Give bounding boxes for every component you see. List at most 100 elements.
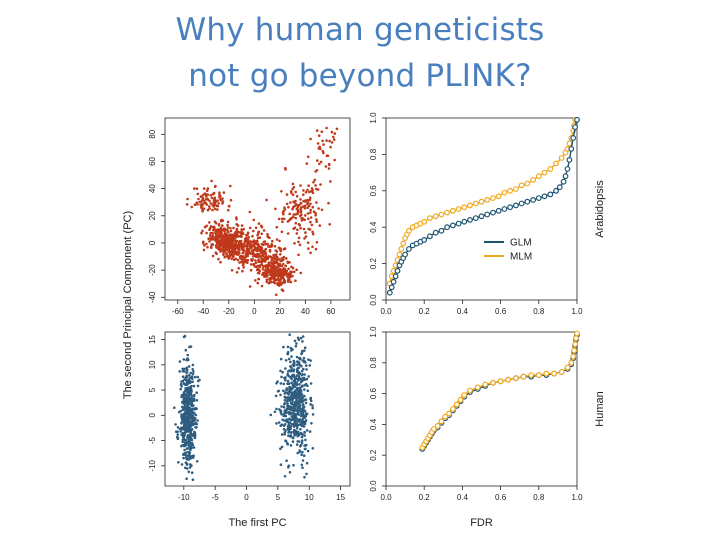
scatter-point bbox=[222, 191, 226, 194]
series-point bbox=[394, 268, 401, 274]
scatter-point bbox=[295, 207, 299, 211]
x-tick-label: 10 bbox=[305, 493, 314, 502]
scatter-point bbox=[300, 435, 304, 439]
scatter-point bbox=[306, 241, 310, 244]
series-point bbox=[434, 423, 441, 429]
scatter-point bbox=[287, 205, 290, 209]
scatter-point bbox=[214, 251, 218, 254]
scatter-point bbox=[293, 432, 296, 436]
scatter-point bbox=[213, 207, 217, 211]
scatter-point bbox=[226, 238, 230, 242]
scatter-point bbox=[285, 257, 288, 260]
y-tick-label: 1.0 bbox=[369, 326, 378, 338]
scatter-point bbox=[273, 265, 277, 268]
scatter-point bbox=[201, 198, 204, 202]
scatter-point bbox=[294, 377, 297, 381]
scatter-point bbox=[329, 180, 332, 183]
scatter-point bbox=[269, 276, 273, 280]
scatter-point bbox=[193, 375, 197, 379]
series-point bbox=[553, 187, 559, 194]
scatter-point bbox=[298, 418, 302, 421]
scatter-point bbox=[183, 392, 186, 396]
scatter-point bbox=[180, 426, 183, 430]
scatter-point bbox=[301, 335, 305, 338]
scatter-point bbox=[181, 438, 185, 441]
series-point bbox=[573, 335, 579, 342]
scatter-point bbox=[286, 232, 290, 235]
x-axis-label: FDR bbox=[470, 517, 493, 529]
scatter-point bbox=[229, 244, 233, 248]
scatter-point bbox=[311, 191, 315, 195]
scatter-point bbox=[186, 427, 189, 430]
scatter-point bbox=[283, 247, 287, 250]
scatter-point bbox=[226, 226, 230, 229]
scatter-point bbox=[266, 233, 269, 236]
scatter-point bbox=[209, 202, 213, 205]
scatter-point bbox=[177, 461, 180, 464]
scatter-point bbox=[327, 167, 331, 170]
scatter-point bbox=[235, 271, 239, 274]
scatter-point bbox=[303, 373, 306, 376]
scatter-point bbox=[216, 246, 219, 250]
x-tick-label: 15 bbox=[336, 493, 345, 502]
scatter-point bbox=[280, 405, 283, 408]
scatter-point bbox=[212, 228, 216, 231]
scatter-point bbox=[325, 154, 329, 158]
scatter-point bbox=[182, 370, 186, 373]
scatter-point bbox=[315, 129, 319, 132]
scatter-point bbox=[203, 225, 207, 229]
scatter-point bbox=[188, 376, 191, 380]
series-point bbox=[490, 209, 496, 216]
scatter-point bbox=[275, 261, 279, 264]
scatter-point bbox=[299, 184, 302, 187]
scatter-point bbox=[294, 216, 298, 220]
scatter-point bbox=[195, 201, 199, 204]
scatter-point bbox=[287, 357, 291, 361]
scatter-point bbox=[333, 132, 337, 135]
scatter-point bbox=[193, 434, 197, 438]
scatter-point bbox=[211, 254, 215, 258]
scatter-point bbox=[261, 268, 265, 271]
scatter-point bbox=[226, 223, 229, 227]
scatter-point bbox=[302, 405, 306, 409]
scatter-point bbox=[217, 234, 221, 238]
scatter-point bbox=[298, 404, 302, 408]
scatter-point bbox=[181, 419, 184, 422]
scatter-point bbox=[301, 459, 305, 462]
scatter-point bbox=[284, 367, 287, 370]
scatter-point bbox=[279, 447, 282, 451]
scatter-point bbox=[299, 428, 302, 431]
scatter-point bbox=[193, 187, 196, 190]
scatter-point bbox=[206, 245, 209, 249]
scatter-point bbox=[322, 143, 325, 146]
series-point bbox=[467, 202, 473, 209]
scatter-point bbox=[273, 245, 277, 248]
scatter-point bbox=[297, 361, 301, 364]
scatter-point bbox=[290, 393, 294, 397]
scatter-point bbox=[318, 162, 321, 166]
scatter-point bbox=[191, 478, 195, 482]
scatter-point bbox=[294, 279, 297, 283]
series-glm bbox=[386, 116, 580, 296]
series-glm bbox=[419, 332, 580, 452]
scatter-point bbox=[284, 270, 288, 273]
scatter-point bbox=[268, 248, 272, 252]
scatter-point bbox=[301, 408, 304, 412]
scatter-point bbox=[205, 197, 208, 200]
scatter-point bbox=[251, 258, 254, 261]
scatter-point bbox=[269, 413, 273, 417]
scatter-point bbox=[245, 252, 249, 255]
scatter-point bbox=[300, 351, 304, 354]
scatter-point bbox=[192, 419, 196, 422]
scatter-point bbox=[302, 356, 306, 360]
series-mlm bbox=[386, 116, 578, 287]
scatter-point bbox=[235, 239, 239, 243]
side-label: Human bbox=[594, 391, 606, 426]
scatter-point bbox=[306, 155, 310, 159]
scatter-point bbox=[263, 249, 266, 252]
scatter-point bbox=[214, 184, 217, 188]
scatter-point bbox=[232, 258, 236, 262]
scatter-point bbox=[210, 237, 214, 240]
series-point bbox=[430, 426, 437, 432]
scatter-point bbox=[307, 227, 311, 231]
